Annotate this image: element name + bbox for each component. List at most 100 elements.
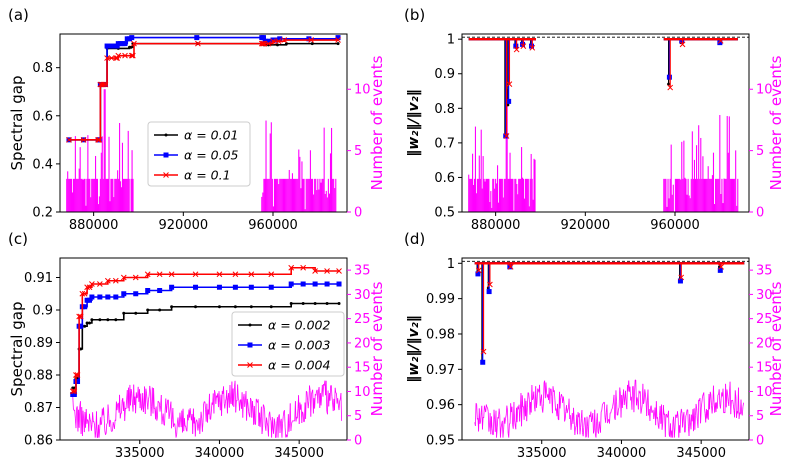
event-line — [685, 413, 687, 416]
event-line — [266, 417, 268, 423]
legend-entry: α = 0.002 — [268, 318, 330, 333]
marker-square — [273, 37, 279, 43]
event-line — [81, 410, 84, 437]
event-line — [701, 396, 703, 403]
event-line — [74, 409, 76, 419]
event-line — [600, 410, 603, 412]
event-line — [157, 400, 160, 403]
marker-dot — [301, 302, 305, 305]
event-line — [110, 420, 112, 432]
event-line — [109, 419, 111, 422]
marker-x — [270, 38, 276, 45]
marker-dot — [85, 321, 89, 325]
event-line — [505, 414, 507, 419]
marker-square — [717, 267, 723, 273]
x-tick-label: 880000 — [69, 218, 119, 233]
y-axis-label: Spectral gap — [8, 76, 26, 171]
marker-dot — [284, 42, 288, 46]
event-line — [199, 423, 201, 434]
event-line — [567, 407, 569, 411]
event-line — [320, 394, 323, 406]
event-line — [526, 407, 528, 422]
event-line — [337, 398, 339, 406]
event-line — [282, 416, 284, 424]
marker-x — [503, 133, 510, 139]
event-line — [301, 411, 303, 423]
event-line — [288, 423, 291, 432]
event-line — [582, 427, 585, 437]
event-line — [141, 407, 143, 411]
marker-x — [192, 271, 199, 278]
event-line — [298, 402, 301, 425]
marker-square — [216, 284, 222, 290]
marker-square — [266, 38, 272, 44]
marker-x — [168, 271, 175, 278]
event-line — [631, 386, 633, 410]
marker-x — [69, 388, 76, 395]
event-line — [150, 406, 153, 417]
marker-x — [308, 37, 314, 43]
y2-tick-label: 10 — [354, 385, 371, 400]
event-line — [532, 398, 534, 401]
event-line — [274, 422, 276, 438]
y-tick-label: 0.87 — [24, 401, 53, 416]
marker-x — [80, 136, 87, 143]
marker-square — [666, 74, 672, 80]
marker-square — [121, 291, 127, 297]
event-line — [135, 392, 138, 399]
event-line — [311, 391, 313, 395]
event-line — [201, 422, 204, 432]
event-line — [235, 400, 237, 413]
marker-dot — [289, 302, 293, 305]
event-line — [273, 418, 275, 434]
event-line — [264, 409, 266, 426]
marker-x — [275, 38, 282, 45]
marker-x — [128, 52, 135, 59]
event-line — [566, 405, 568, 414]
event-line — [103, 418, 106, 431]
event-line — [225, 398, 227, 402]
event-line — [636, 397, 639, 402]
event-line — [147, 399, 149, 410]
marker-dot — [233, 305, 237, 309]
event-line — [545, 382, 548, 393]
event-line — [537, 388, 539, 390]
event-line — [262, 404, 264, 428]
legend-entry: α = 0.004 — [268, 358, 330, 373]
event-line — [498, 408, 501, 415]
marker-x — [216, 271, 223, 278]
event-line — [634, 379, 636, 393]
marker-x — [131, 40, 137, 47]
event-line — [671, 421, 674, 438]
event-line — [641, 404, 643, 411]
event-line — [655, 401, 658, 419]
y-tick-label: 0.96 — [426, 398, 455, 413]
y2-tick-label: 35 — [756, 264, 773, 279]
marker-square — [193, 284, 199, 290]
marker-x — [79, 290, 86, 297]
event-line — [680, 408, 683, 414]
event-line — [574, 427, 576, 435]
y-tick-label: 0.9 — [434, 67, 455, 82]
event-line — [493, 409, 496, 420]
event-line — [307, 401, 310, 409]
y-tick-label: 0.9 — [32, 304, 53, 319]
marker-x — [122, 52, 128, 59]
y-tick-label: 1 — [447, 257, 455, 272]
event-line — [709, 391, 712, 395]
y2-tick-label: 5 — [354, 409, 362, 424]
event-line — [105, 433, 107, 435]
event-line — [161, 418, 163, 425]
axes-frame — [59, 257, 348, 441]
y-tick-label: 0.5 — [434, 206, 455, 221]
event-line — [575, 425, 577, 428]
y2-tick-label: 5 — [756, 144, 764, 159]
event-line — [157, 401, 159, 418]
event-line — [179, 412, 181, 420]
event-line — [329, 385, 332, 401]
marker-x — [487, 281, 493, 288]
x-tick-label: 960000 — [248, 218, 298, 233]
y2-tick-label: 15 — [756, 361, 773, 376]
event-line — [148, 396, 150, 400]
marker-dot — [146, 308, 150, 312]
